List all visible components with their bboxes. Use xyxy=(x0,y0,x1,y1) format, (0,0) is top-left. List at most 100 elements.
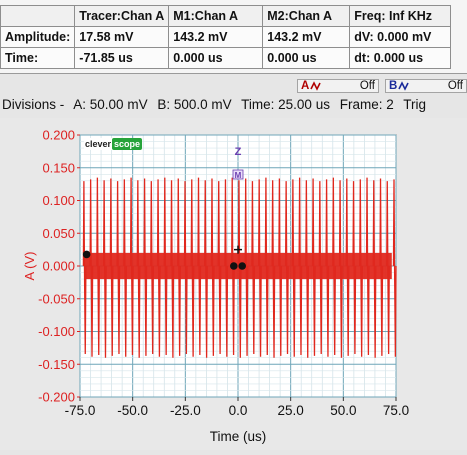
x-tick-label: -50.0 xyxy=(117,403,148,418)
trace-spike xyxy=(102,180,107,358)
trace-spike xyxy=(264,177,269,355)
trace-spike xyxy=(204,180,208,358)
cursor-points xyxy=(82,245,247,270)
trace-spike xyxy=(197,177,202,355)
y-tick-label: -0.150 xyxy=(38,357,75,372)
trace-spike xyxy=(332,177,336,355)
trace-spike xyxy=(392,179,397,357)
channel-toggles: A Off B Off xyxy=(297,79,467,94)
trace-spike xyxy=(177,178,181,356)
trace-spike xyxy=(318,181,323,355)
divisions-a: A: 50.00 mV xyxy=(73,97,148,112)
row-label: Time: xyxy=(0,47,76,69)
trace-spike xyxy=(386,181,390,355)
waveform-icon xyxy=(310,81,322,91)
table-header-m1: M1:Chan A xyxy=(168,5,264,27)
trace-spike xyxy=(183,181,188,355)
trace-spike xyxy=(136,180,141,358)
logo-part1: clever xyxy=(84,138,113,150)
trace-spike xyxy=(365,177,370,355)
trace-spike xyxy=(257,179,262,357)
table-cell: 17.58 mV xyxy=(74,26,170,48)
x-tick-label: 0.0 xyxy=(229,403,248,418)
cursor-point[interactable] xyxy=(82,250,91,259)
m-marker[interactable]: M xyxy=(235,171,242,180)
trace-spike xyxy=(298,177,303,355)
trace-spike xyxy=(338,180,343,358)
marker-box[interactable] xyxy=(232,169,244,180)
table-cell: 0.000 us xyxy=(168,47,264,69)
x-tick-label: -25.0 xyxy=(170,403,201,418)
trace-spike xyxy=(359,179,363,357)
divisions-b: B: 500.0 mV xyxy=(157,97,232,112)
divisions-trig: Trig xyxy=(403,97,426,112)
trace-spike xyxy=(150,181,154,355)
channel-a-toggle[interactable]: A Off xyxy=(297,79,379,93)
trace-spike xyxy=(284,181,289,355)
trace-spike xyxy=(325,179,330,357)
divisions-time: Time: 25.00 us xyxy=(241,97,330,112)
x-tick-label: 50.0 xyxy=(330,403,356,418)
trace-spike xyxy=(190,179,195,357)
trace-spike xyxy=(89,179,94,357)
trace-spike xyxy=(237,180,242,358)
measurement-table: Tracer:Chan A M1:Chan A M2:Chan A Freq: … xyxy=(0,5,452,69)
trace-spike xyxy=(217,181,222,355)
trace-spike xyxy=(123,179,127,357)
channel-b-label: B xyxy=(389,80,398,92)
trace-spike xyxy=(82,181,87,355)
y-tick-label: -0.100 xyxy=(38,324,75,339)
table-header-freq: Freq: Inf KHz xyxy=(349,5,452,27)
trace-spike xyxy=(372,180,377,358)
table-cell: dt: 0.000 us xyxy=(349,47,452,69)
y-tick-label: -0.200 xyxy=(38,390,75,405)
trace-spike xyxy=(210,178,215,356)
trace-spike xyxy=(352,181,357,355)
channel-a-label: A xyxy=(301,80,310,92)
trace-spike xyxy=(224,179,229,357)
x-axis-label: Time (us) xyxy=(210,429,267,444)
table-cell: 143.2 mV xyxy=(168,26,264,48)
trace-series xyxy=(82,177,397,358)
logo-part2: scope xyxy=(112,138,143,150)
row-label: Amplitude: xyxy=(0,26,76,48)
x-axis-ticks: -75.0 -50.0 -25.0 0.0 25.0 50.0 75.0 xyxy=(65,397,409,418)
trace-spike xyxy=(311,178,316,356)
table-cell: 0.000 us xyxy=(262,47,351,69)
channel-b-toggle[interactable]: B Off xyxy=(385,79,467,93)
table-row-time: Time: -71.85 us 0.000 us 0.000 us dt: 0.… xyxy=(0,47,452,69)
cursor-point[interactable] xyxy=(229,262,238,270)
trace-spike xyxy=(143,178,148,356)
x-tick-label: 75.0 xyxy=(383,403,409,418)
trace-spike xyxy=(271,180,276,358)
trace-spike xyxy=(163,177,168,355)
cleverscope-logo: clever scope xyxy=(84,138,143,150)
x-tick-label: -75.0 xyxy=(65,403,96,418)
y-tick-label: 0.000 xyxy=(42,259,75,274)
trace-spike xyxy=(305,180,310,358)
oscilloscope-chart[interactable]: 0.200 0.150 0.100 0.050 0.000 -0.050 -0.100 -0.… xyxy=(0,118,467,450)
trace-spike xyxy=(244,178,249,356)
trace-spike xyxy=(291,179,296,357)
waveform-icon xyxy=(398,81,410,91)
y-tick-label: 0.100 xyxy=(42,193,75,208)
cursor-point[interactable] xyxy=(238,262,247,270)
y-axis-label: A (V) xyxy=(22,252,37,281)
divisions-bar: Divisions - A: 50.00 mV B: 500.0 mV Time… xyxy=(2,97,467,112)
y-tick-label: 0.200 xyxy=(42,128,75,143)
y-tick-label: 0.150 xyxy=(42,160,75,175)
measurement-readout-panel: Tracer:Chan A M1:Chan A M2:Chan A Freq: … xyxy=(0,0,467,74)
divisions-frame: Frame: 2 xyxy=(339,97,394,112)
trace-spike xyxy=(251,181,256,355)
scope-display[interactable]: 0.200 0.150 0.100 0.050 0.000 -0.050 -0.100 -0.… xyxy=(0,118,467,450)
zoom-marker[interactable]: Z xyxy=(235,146,242,158)
table-cell: -71.85 us xyxy=(74,47,170,69)
table-header-m2: M2:Chan A xyxy=(262,5,351,27)
channel-b-state: Off xyxy=(447,80,463,92)
trace-spike xyxy=(345,178,350,356)
table-row-amplitude: Amplitude: 17.58 mV 143.2 mV 143.2 mV dV… xyxy=(0,26,452,48)
trace-spike xyxy=(170,180,175,358)
y-tick-label: -0.050 xyxy=(38,291,75,306)
y-tick-label: 0.050 xyxy=(42,226,75,241)
trace-spike xyxy=(96,177,101,355)
